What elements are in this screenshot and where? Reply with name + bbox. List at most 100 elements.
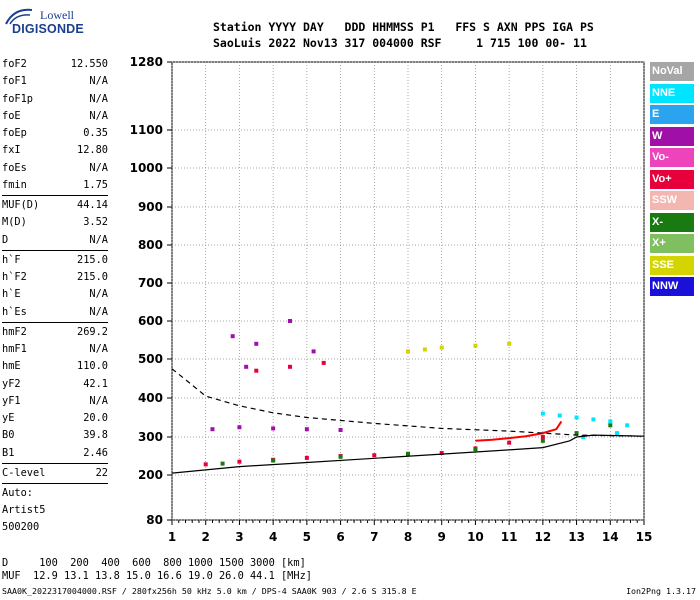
param-name: C-level bbox=[2, 466, 46, 479]
param-value: 0.35 bbox=[83, 127, 108, 139]
echo-point bbox=[254, 368, 259, 373]
echo-point bbox=[210, 427, 215, 432]
param-name: h`E bbox=[2, 288, 21, 301]
param-group-profile: hmF2 269.2 hmF1 N/A hmE 110.0 yF2 42.1 yF1 N/A yE 2… bbox=[2, 324, 108, 462]
y-tick-label: 800 bbox=[138, 238, 163, 252]
echo-point bbox=[220, 461, 225, 466]
echo-point bbox=[321, 360, 326, 365]
legend-item: W bbox=[650, 126, 694, 146]
y-tick-label: 1000 bbox=[130, 161, 163, 175]
echo-point bbox=[608, 419, 613, 424]
echo-point bbox=[271, 426, 276, 431]
param-value: 215.0 bbox=[77, 271, 108, 283]
x-tick-label: 3 bbox=[235, 530, 243, 544]
echo-point bbox=[507, 440, 512, 445]
y-tick-label: 600 bbox=[138, 314, 163, 328]
y-tick-label: 1280 bbox=[130, 55, 163, 69]
legend-item: SSE bbox=[650, 255, 694, 275]
legend-item: E bbox=[650, 105, 694, 125]
y-tick-label: 400 bbox=[138, 391, 163, 405]
logo-text-lowell: Lowell bbox=[40, 8, 74, 22]
autoscaling-line: Auto: bbox=[2, 487, 33, 499]
param-name: foF1p bbox=[2, 92, 33, 105]
param-row: hmF1 N/A bbox=[2, 341, 108, 358]
echo-point bbox=[338, 427, 343, 432]
echo-point bbox=[574, 431, 579, 436]
echo-point bbox=[288, 364, 292, 369]
distance-row: D 100 200 400 600 800 1000 1500 3000 [km… bbox=[2, 557, 306, 569]
param-value: 2.46 bbox=[83, 446, 108, 459]
echo-point bbox=[540, 435, 545, 439]
station-header: Station YYYY DAY DDD HHMMSS P1 FFS S AXN… bbox=[213, 19, 594, 51]
param-value: 215.0 bbox=[77, 253, 108, 266]
trace-line bbox=[475, 420, 563, 442]
param-name: foF2 bbox=[2, 58, 27, 70]
x-tick-label: 12 bbox=[535, 530, 552, 544]
x-tick-label: 4 bbox=[269, 530, 277, 544]
param-row: foF1p N/A bbox=[2, 91, 108, 108]
x-tick-label: 6 bbox=[336, 530, 344, 544]
echo-point bbox=[406, 451, 410, 456]
muf-table: D 100 200 400 600 800 1000 1500 3000 [km… bbox=[2, 557, 312, 583]
param-value: 12.550 bbox=[70, 58, 108, 70]
param-name: yF1 bbox=[2, 394, 21, 407]
y-tick-label: 200 bbox=[138, 468, 163, 482]
param-row: yF2 42.1 bbox=[2, 376, 108, 393]
legend-item: X- bbox=[650, 212, 694, 232]
x-tick-label: 10 bbox=[467, 530, 484, 544]
param-row: M(D) 3.52 bbox=[2, 214, 108, 231]
param-row: fmin 1.75 bbox=[2, 177, 108, 194]
x-tick-label: 7 bbox=[370, 530, 378, 544]
legend-item: NoVal bbox=[650, 62, 694, 81]
echo-point bbox=[372, 453, 377, 458]
echo-point bbox=[581, 435, 586, 439]
logo-text-digisonde: DIGISONDE bbox=[12, 22, 84, 36]
legend: NoVal NNE E W Vo- Vo+ SSW X- X+ SSE NNW bbox=[650, 62, 694, 299]
param-row: hmE 110.0 bbox=[2, 358, 108, 375]
y-tick-label: 500 bbox=[138, 352, 163, 366]
param-row-clevel: C-level 22 bbox=[2, 465, 108, 482]
echo-point bbox=[591, 417, 596, 422]
param-name: h`F2 bbox=[2, 271, 27, 283]
echo-point bbox=[338, 454, 343, 459]
param-row: D N/A bbox=[2, 232, 108, 249]
legend-item: SSW bbox=[650, 191, 694, 211]
x-tick-label: 14 bbox=[602, 530, 619, 544]
param-value: 110.0 bbox=[77, 360, 108, 373]
divider bbox=[2, 483, 108, 484]
echo-point bbox=[288, 319, 292, 323]
legend-item: Vo+ bbox=[650, 169, 694, 189]
legend-item: Vo- bbox=[650, 148, 694, 168]
logo-emblem-icon bbox=[5, 8, 33, 25]
echo-point bbox=[473, 447, 478, 452]
echo-point bbox=[230, 334, 235, 339]
param-name: M(D) bbox=[2, 216, 27, 229]
param-value: N/A bbox=[89, 305, 108, 318]
param-value: 269.2 bbox=[77, 325, 108, 338]
divider bbox=[2, 195, 108, 196]
x-tick-label: 9 bbox=[438, 530, 446, 544]
echo-point bbox=[237, 425, 242, 430]
param-row: B0 39.8 bbox=[2, 427, 108, 444]
param-value: N/A bbox=[89, 161, 108, 174]
param-value: 20.0 bbox=[83, 412, 108, 424]
param-value: 1.75 bbox=[83, 178, 108, 191]
param-row: hmF2 269.2 bbox=[2, 324, 108, 341]
param-row: yF1 N/A bbox=[2, 393, 108, 410]
param-row: foF2 12.550 bbox=[2, 56, 108, 73]
echo-point bbox=[304, 455, 309, 460]
echo-point bbox=[507, 341, 512, 346]
y-tick-label: 300 bbox=[138, 430, 163, 444]
parameter-panel: foF2 12.550 foF1 N/A foF1p N/A foE N/A foEp 0.35 f… bbox=[2, 56, 108, 536]
param-value: N/A bbox=[89, 233, 108, 246]
x-tick-label: 11 bbox=[501, 530, 518, 544]
param-name: D bbox=[2, 233, 9, 246]
param-name: hmF1 bbox=[2, 343, 27, 355]
param-value: 22 bbox=[95, 466, 108, 479]
param-row: foEs N/A bbox=[2, 160, 108, 177]
x-tick-label: 5 bbox=[303, 530, 311, 544]
y-tick-label: 1100 bbox=[130, 123, 163, 137]
param-row: B1 2.46 bbox=[2, 445, 108, 462]
param-group-muf: MUF(D) 44.14 M(D) 3.52 D N/A bbox=[2, 197, 108, 249]
param-row: foE N/A bbox=[2, 108, 108, 125]
